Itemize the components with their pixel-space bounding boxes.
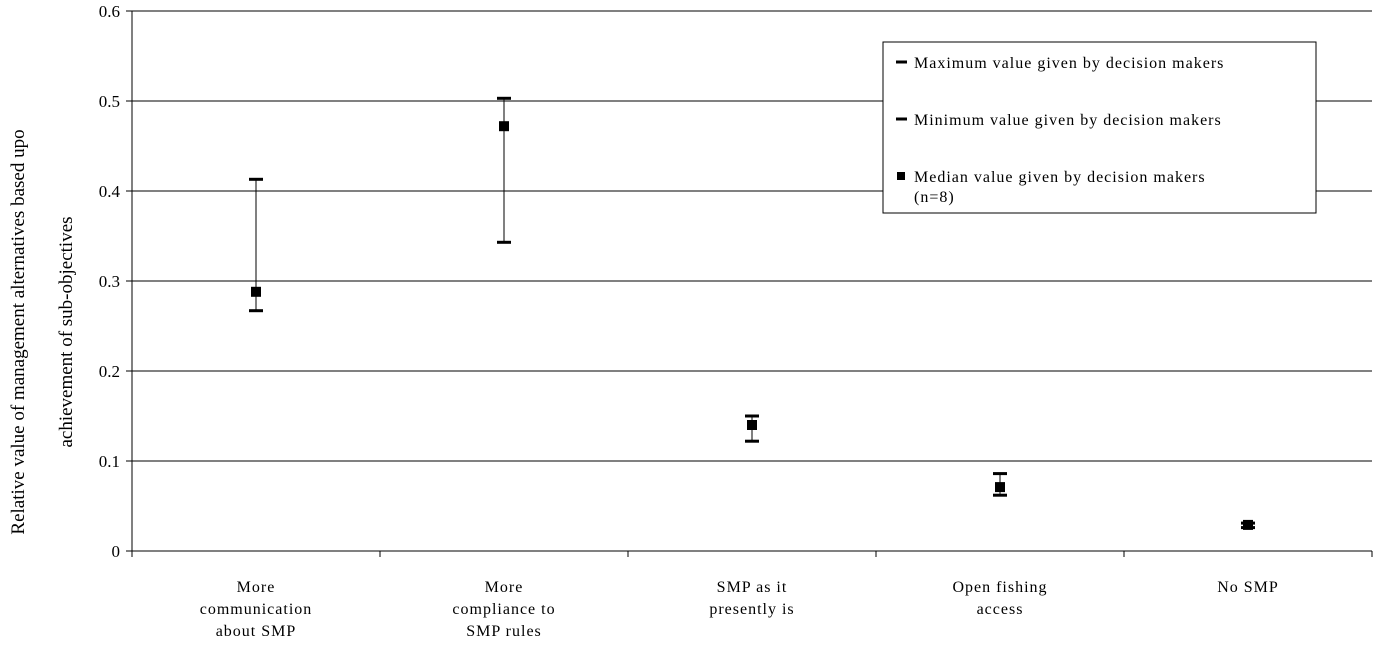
legend-entry: (n=8) bbox=[914, 189, 955, 206]
legend-min-marker bbox=[896, 117, 907, 121]
legend-box bbox=[882, 41, 1317, 214]
legend-median-marker bbox=[897, 172, 905, 180]
max-marker bbox=[745, 414, 759, 418]
y-tick-label: 0.2 bbox=[99, 362, 120, 381]
legend-entry: Maximum value given by decision makers bbox=[914, 55, 1224, 72]
y-axis-label-line-2: achievement of sub-objectives bbox=[56, 216, 77, 447]
median-marker bbox=[1243, 519, 1253, 530]
data-marks bbox=[249, 96, 1255, 530]
max-marker bbox=[497, 96, 511, 100]
y-tick-label: 0.3 bbox=[99, 272, 120, 291]
x-tick-label: SMP rules bbox=[466, 623, 542, 640]
legend-entry: Minimum value given by decision makers bbox=[914, 112, 1222, 129]
legend-entry: Median value given by decision makers bbox=[914, 169, 1206, 186]
max-marker bbox=[249, 177, 263, 181]
y-tick-label: 0 bbox=[112, 542, 121, 561]
legend-max-marker bbox=[896, 60, 907, 64]
y-axis-label: Relative value of management alternative… bbox=[8, 129, 77, 534]
x-tick-label: SMP as it bbox=[717, 579, 788, 596]
max-marker bbox=[993, 472, 1007, 476]
min-marker bbox=[497, 240, 511, 244]
x-tick-label: No SMP bbox=[1217, 579, 1279, 596]
x-tick-label: More bbox=[485, 579, 524, 596]
x-tick-label: access bbox=[977, 601, 1024, 618]
min-marker bbox=[249, 309, 263, 313]
min-marker bbox=[993, 493, 1007, 497]
min-marker bbox=[745, 439, 759, 443]
x-tick-label: about SMP bbox=[216, 623, 297, 640]
x-tick-label: Open fishing bbox=[952, 579, 1047, 596]
legend: Maximum value given by decision makers Mi… bbox=[882, 41, 1317, 214]
x-tick-label: communication bbox=[200, 601, 313, 618]
y-tick-labels: 0 0.1 0.2 0.3 0.4 0.5 0.6 bbox=[99, 2, 121, 561]
y-tick-label: 0.5 bbox=[99, 92, 120, 111]
y-tick-label: 0.4 bbox=[99, 182, 121, 201]
y-axis-label-line-1: Relative value of management alternative… bbox=[8, 129, 29, 534]
y-tick-label: 0.1 bbox=[99, 452, 120, 471]
x-tick-labels: More communication about SMP More compliance… bbox=[200, 579, 1279, 640]
gridlines bbox=[132, 10, 1372, 462]
axes bbox=[126, 10, 1373, 557]
median-marker bbox=[747, 420, 757, 430]
median-marker bbox=[251, 286, 261, 297]
x-tick-label: More bbox=[237, 579, 276, 596]
median-marker bbox=[499, 121, 509, 132]
x-tick-label: presently is bbox=[709, 601, 794, 618]
median-marker bbox=[995, 482, 1005, 493]
y-tick-label: 0.6 bbox=[99, 2, 120, 21]
x-tick-label: compliance to bbox=[452, 601, 555, 618]
